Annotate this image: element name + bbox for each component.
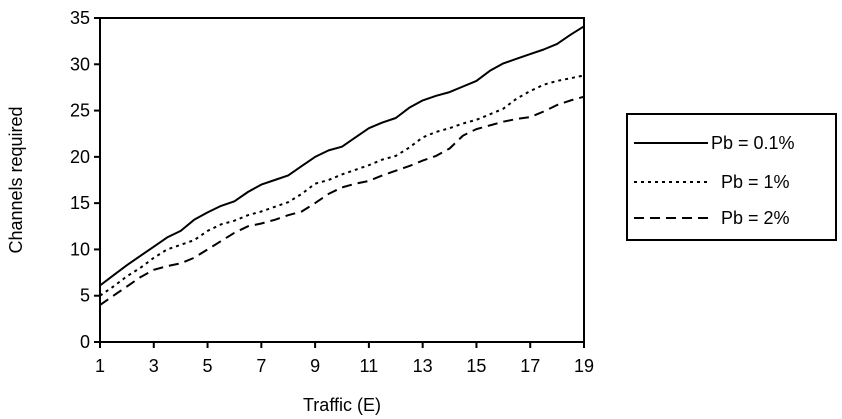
y-tick-label: 35 [70,8,90,28]
plot-frame [99,17,585,343]
plot-border [99,17,585,343]
series-line-1 [99,25,585,287]
x-tick-label: 11 [360,356,379,376]
series-line-2 [99,74,585,297]
y-axis-label: Channels required [6,106,26,253]
y-tick-label: 5 [80,286,90,306]
x-tick-label: 19 [574,356,594,376]
x-tick-label: 3 [149,356,159,376]
series-line-3 [99,95,585,306]
x-tick-label: 17 [520,356,540,376]
x-tick-label: 5 [203,356,213,376]
y-tick-label: 30 [70,54,90,74]
y-tick-label: 15 [70,193,90,213]
y-tick-label: 10 [70,239,90,259]
legend-label-series-2: Pb = 1% [721,172,790,192]
x-axis-ticks: 1 3 5 7 9 11 13 15 17 19 [95,342,594,376]
legend-label-series-3: Pb = 2% [721,208,790,228]
x-axis-label: Traffic (E) [303,395,381,415]
legend: Pb = 0.1% Pb = 1% Pb = 2% [626,113,837,241]
legend-box [626,113,837,241]
y-tick-label: 0 [80,332,90,352]
y-axis-ticks: 0 5 10 15 20 25 30 35 [70,8,100,352]
legend-label-series-1: Pb = 0.1% [711,133,795,153]
x-tick-label: 1 [95,356,105,376]
x-tick-label: 13 [413,356,433,376]
y-tick-label: 25 [70,101,90,121]
x-tick-label: 9 [310,356,320,376]
x-tick-label: 7 [256,356,266,376]
x-tick-label: 15 [466,356,486,376]
series-lines [99,25,585,306]
y-tick-label: 20 [70,147,90,167]
